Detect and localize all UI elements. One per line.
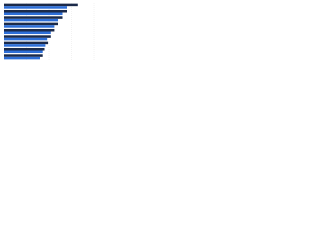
chart [4, 3, 95, 60]
bar [4, 41, 49, 45]
bar [4, 6, 67, 9]
bar [4, 37, 48, 41]
bar [4, 35, 51, 38]
bar [4, 22, 58, 26]
bar [4, 9, 67, 13]
bar [4, 18, 58, 22]
bar [4, 56, 40, 60]
bar [4, 25, 55, 28]
bar [4, 12, 63, 16]
bar [4, 16, 63, 19]
bar [4, 3, 78, 7]
bar [4, 50, 43, 54]
bar [4, 44, 46, 47]
bar [4, 54, 43, 57]
bar [4, 47, 45, 51]
bar [4, 28, 55, 32]
bar [4, 31, 51, 35]
